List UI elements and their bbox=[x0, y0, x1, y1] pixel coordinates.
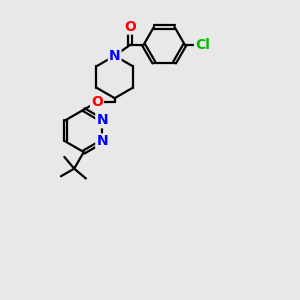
Text: N: N bbox=[109, 49, 121, 63]
Text: N: N bbox=[96, 113, 108, 127]
Text: O: O bbox=[91, 95, 103, 109]
Text: Cl: Cl bbox=[195, 38, 210, 52]
Text: N: N bbox=[96, 134, 108, 148]
Text: O: O bbox=[124, 20, 136, 34]
